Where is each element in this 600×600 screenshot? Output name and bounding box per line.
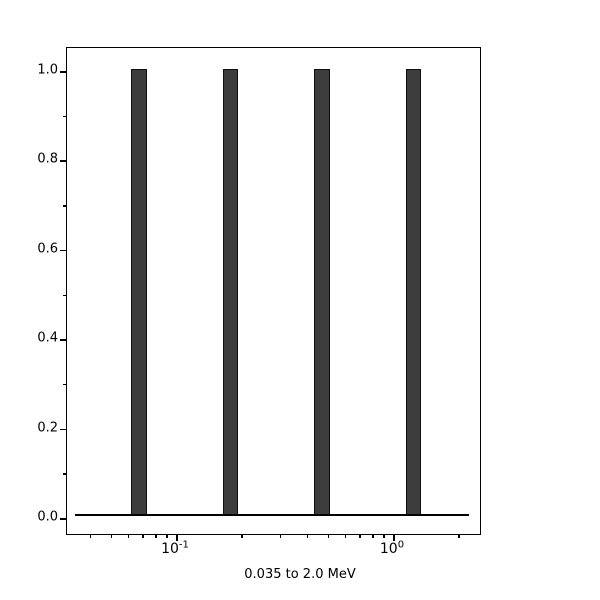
- x-axis-minor-tick: [383, 534, 385, 538]
- y-axis-tick: [60, 518, 67, 520]
- x-axis-minor-tick: [241, 534, 243, 538]
- y-axis-minor-tick: [63, 473, 67, 475]
- x-axis-tick-label: 10-1: [161, 539, 189, 557]
- y-axis-tick-label: 0.4: [37, 330, 58, 346]
- y-axis-tick: [60, 428, 67, 431]
- y-axis-tick-label: 1.0: [37, 62, 58, 78]
- x-axis-minor-tick: [166, 534, 168, 538]
- y-axis-tick-label: 0.6: [37, 241, 58, 257]
- plot-area: [67, 48, 480, 534]
- x-axis-minor-tick: [371, 534, 374, 538]
- x-axis-title: 0.035 to 2.0 MeV: [244, 567, 356, 582]
- x-axis-minor-tick: [110, 534, 113, 538]
- zero-baseline: [75, 514, 469, 516]
- x-axis-tick: [176, 534, 178, 541]
- bar: [405, 69, 422, 516]
- x-axis-tick: [393, 534, 395, 541]
- y-axis-minor-tick: [63, 115, 67, 118]
- x-axis-tick-label: 100: [379, 539, 405, 557]
- bar: [222, 69, 239, 516]
- x-axis-minor-tick: [327, 534, 330, 538]
- x-axis-minor-tick: [89, 534, 92, 538]
- x-axis-minor-tick: [154, 534, 157, 538]
- y-axis-minor-tick: [63, 205, 67, 207]
- y-axis-tick-label: 0.8: [37, 151, 58, 167]
- y-axis-minor-tick: [63, 294, 67, 297]
- y-axis-tick: [60, 160, 67, 162]
- x-axis-minor-tick: [279, 534, 282, 538]
- x-axis-minor-tick: [359, 534, 361, 538]
- bar: [314, 69, 330, 516]
- y-axis-tick: [60, 339, 67, 341]
- y-axis-minor-tick: [63, 383, 67, 386]
- bar: [130, 69, 147, 516]
- y-axis-tick: [60, 249, 67, 252]
- x-axis-minor-tick: [127, 534, 130, 538]
- y-axis-tick: [60, 71, 67, 73]
- plot-axes: [60, 47, 481, 541]
- x-axis-minor-tick: [306, 534, 309, 538]
- x-axis-minor-tick: [344, 534, 347, 538]
- x-axis-minor-tick: [142, 534, 144, 538]
- y-axis-tick-label: 0.0: [37, 509, 58, 525]
- x-axis-minor-tick: [458, 534, 460, 538]
- y-axis-tick-label: 0.2: [37, 420, 58, 436]
